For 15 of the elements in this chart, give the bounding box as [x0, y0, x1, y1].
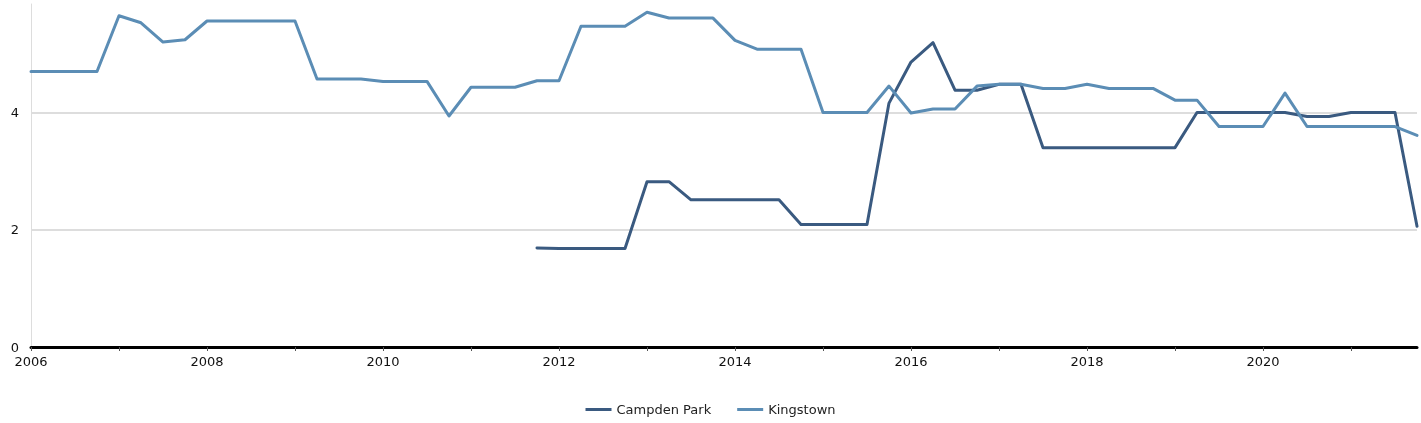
x-tick-label: 2018	[1070, 354, 1104, 369]
x-tick-label: 2008	[190, 354, 224, 369]
x-tick-label: 2006	[14, 354, 48, 369]
x-tick-label: 2014	[718, 354, 752, 369]
y-tick-label: 4	[10, 104, 19, 120]
line-series	[535, 41, 1419, 250]
x-tick-label: 2010	[366, 354, 400, 369]
legend-label: Kingstown	[768, 402, 836, 417]
x-tick-label: 2020	[1246, 354, 1280, 369]
x-tick-label: 2016	[894, 354, 928, 369]
line-series	[29, 10, 1419, 137]
y-tick-label: 0	[10, 339, 19, 355]
x-tick-label: 2012	[542, 354, 576, 369]
y-tick-label: 2	[10, 222, 19, 238]
legend-label: Campden Park	[616, 402, 712, 417]
